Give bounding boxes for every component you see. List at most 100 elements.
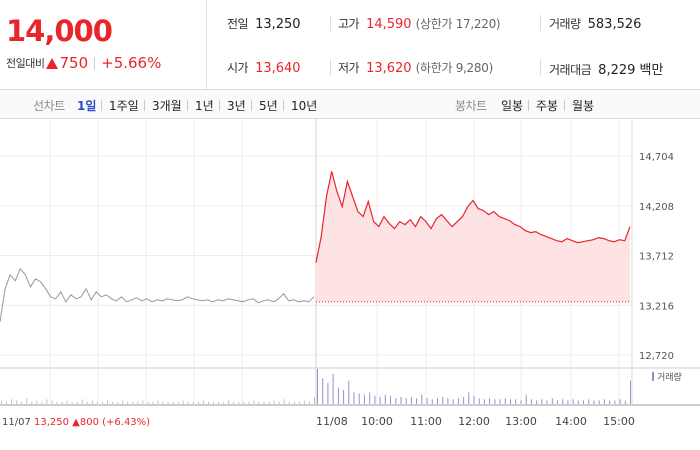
volume-bar-today xyxy=(494,399,496,404)
range-tab-3y[interactable]: 3년 xyxy=(227,99,246,113)
candle-tab-daily[interactable]: 일봉 xyxy=(501,99,524,113)
volume-bar-today xyxy=(332,373,334,404)
y-axis-labels: 14,704 14,208 13,712 13,216 12,720 xyxy=(639,152,674,362)
volume-bar-today xyxy=(447,398,449,404)
range-tab-10y[interactable]: 10년 xyxy=(291,99,318,113)
volume-legend-swatch xyxy=(652,372,654,381)
change-line: 전일대비 750 +5.66% xyxy=(6,54,161,72)
volume-bars: 거래량 xyxy=(1,369,682,404)
divider xyxy=(540,59,541,75)
volume-bar-today xyxy=(567,400,569,404)
stat-label: 시가 xyxy=(227,61,249,75)
volume-bar-today xyxy=(588,399,590,404)
today-area xyxy=(316,171,630,302)
stat-value: 13,250 xyxy=(255,17,301,32)
volume-bar-today xyxy=(478,398,480,404)
volume-bar-today xyxy=(593,400,595,404)
change-value: 750 xyxy=(59,54,89,72)
volume-bar-today xyxy=(395,398,397,404)
volume-bar-prev xyxy=(309,401,310,404)
volume-bar-prev xyxy=(228,400,230,404)
range-tab-1w[interactable]: 1주일 xyxy=(109,99,139,113)
volume-bar-today xyxy=(483,399,485,404)
stat-open: 시가 13,640 xyxy=(227,59,301,76)
volume-bar-today xyxy=(405,398,407,404)
volume-legend-label: 거래량 xyxy=(657,371,682,383)
divider xyxy=(330,59,331,75)
stat-label: 저가 xyxy=(338,61,360,75)
x-axis-labels: 11/08 10:00 11:00 12:00 13:00 14:00 15:00 11/07… xyxy=(2,415,635,428)
volume-bar-prev xyxy=(1,400,2,404)
range-tab-3m[interactable]: 3개월 xyxy=(152,99,182,113)
candle-chart-label: 봉차트 xyxy=(455,99,487,113)
candle-tab-weekly[interactable]: 주봉 xyxy=(536,99,559,113)
volume-bar-prev xyxy=(36,400,38,404)
volume-bar-prev xyxy=(112,401,114,404)
price-lines xyxy=(0,171,631,322)
volume-bar-today xyxy=(463,397,465,404)
change-percent: +5.66% xyxy=(101,54,162,72)
prev-day-summary: 11/07 13,250 ▲800 (+6.43%) xyxy=(2,417,150,428)
volume-bar-today xyxy=(358,393,360,404)
volume-bar-prev xyxy=(243,401,245,404)
stat-high: 고가 14,590 (상한가 17,220) xyxy=(338,15,501,32)
range-tab-1y[interactable]: 1년 xyxy=(195,99,214,113)
up-arrow-icon xyxy=(46,57,59,69)
volume-bar-prev xyxy=(268,401,270,404)
volume-bar-today xyxy=(457,398,459,404)
volume-bar-prev xyxy=(152,401,154,404)
volume-bar-prev xyxy=(132,401,134,404)
stat-label: 거래대금 xyxy=(549,63,592,77)
volume-bar-prev xyxy=(182,400,184,404)
divider xyxy=(101,100,102,111)
volume-bar-prev xyxy=(11,399,13,404)
volume-bar-today xyxy=(546,400,548,404)
divider xyxy=(564,100,565,111)
divider xyxy=(251,100,252,111)
volume-bar-prev xyxy=(142,400,144,404)
volume-bar-today xyxy=(379,397,381,404)
volume-bar-prev xyxy=(273,400,275,404)
today-line xyxy=(315,171,631,263)
price-box: 14,000 전일대비 750 +5.66% xyxy=(0,0,207,90)
volume-bar-today xyxy=(525,394,527,404)
volume-bar-prev xyxy=(127,401,129,404)
volume-bar-prev xyxy=(213,401,214,404)
volume-bar-prev xyxy=(6,401,7,404)
volume-bar-today xyxy=(442,397,444,404)
volume-bar-today xyxy=(504,398,506,404)
candle-tab-monthly[interactable]: 월봉 xyxy=(572,99,595,113)
volume-bar-today xyxy=(322,378,324,404)
volume-bar-today xyxy=(348,380,350,404)
volume-bar-prev xyxy=(177,401,179,404)
volume-bar-today xyxy=(390,395,391,404)
stat-sub: (상한가 17,220) xyxy=(415,17,501,31)
volume-bar-prev xyxy=(41,401,43,404)
volume-bar-today xyxy=(520,400,522,404)
volume-bar-today xyxy=(437,398,438,404)
volume-bar-prev xyxy=(162,401,164,404)
divider xyxy=(528,100,529,111)
volume-bar-today xyxy=(530,399,532,404)
price-chart[interactable]: 거래량 14,704 14,208 13,712 13,216 12,720 11/08… xyxy=(0,119,700,450)
volume-bar-today xyxy=(327,383,329,404)
volume-bar-prev xyxy=(167,401,169,404)
volume-bar-today xyxy=(499,399,501,404)
x-tick-label: 13:00 xyxy=(505,415,537,428)
range-tab-1d[interactable]: 1일 xyxy=(77,99,97,113)
volume-bar-today xyxy=(609,400,611,404)
y-tick-label: 14,208 xyxy=(639,202,674,213)
volume-bar-today xyxy=(598,400,600,404)
x-tick-label: 11:00 xyxy=(410,415,442,428)
stat-value: 13,640 xyxy=(255,61,301,76)
volume-bar-today xyxy=(421,394,423,404)
volume-bar-prev xyxy=(202,400,204,404)
volume-bar-prev xyxy=(86,401,88,404)
y-tick-label: 14,704 xyxy=(639,152,674,163)
volume-bar-prev xyxy=(147,401,149,404)
volume-bar-prev xyxy=(293,401,295,404)
prev-day-change: 13,250 ▲800 (+6.43%) xyxy=(34,417,150,428)
volume-bar-prev xyxy=(157,400,159,404)
volume-bar-prev xyxy=(278,401,280,404)
range-tab-5y[interactable]: 5년 xyxy=(259,99,278,113)
